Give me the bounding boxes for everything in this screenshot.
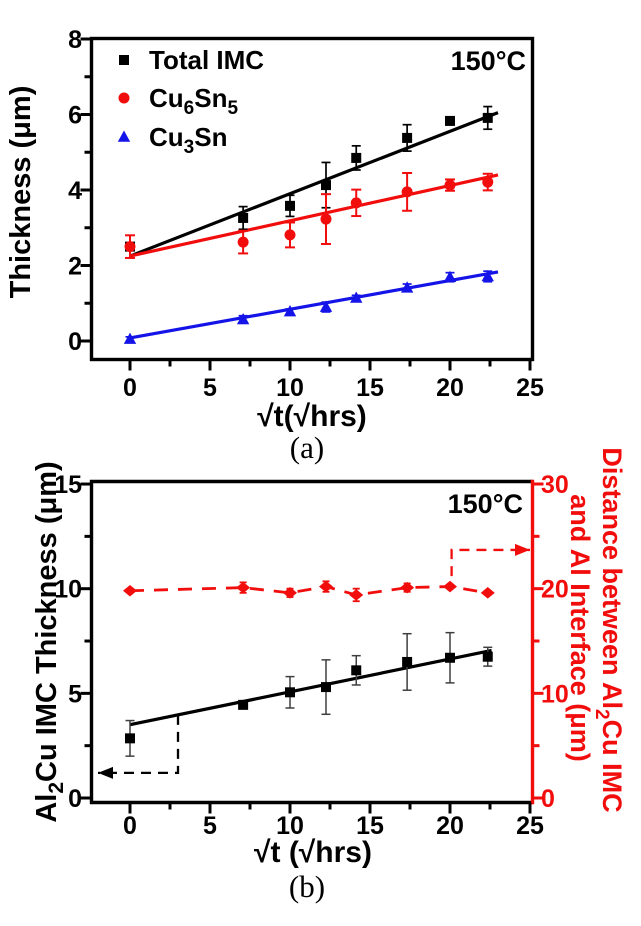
axis-frame-a bbox=[89, 36, 535, 362]
data-point-circle bbox=[320, 213, 332, 225]
y-tick-label: 4 bbox=[68, 177, 82, 205]
data-point-diamond bbox=[349, 589, 364, 601]
x-tick-label: 0 bbox=[123, 812, 137, 840]
data-point-diamond bbox=[236, 581, 251, 594]
y-axis-title-b-right-line1: Distance between Al2Cu IMC bbox=[591, 447, 627, 812]
legend-label: Cu6Sn5 bbox=[149, 83, 238, 119]
data-point-diamond bbox=[480, 587, 495, 599]
temperature-label-a: 150°C bbox=[451, 46, 526, 76]
legend-label: Total IMC bbox=[149, 45, 264, 75]
data-point-triangle bbox=[481, 269, 494, 282]
data-point-square bbox=[482, 112, 493, 123]
data-point-square bbox=[119, 55, 129, 65]
data-point-circle bbox=[444, 179, 456, 191]
annotation-arrow bbox=[450, 548, 530, 577]
data-point-square bbox=[445, 115, 455, 126]
caption-b: (b) bbox=[288, 869, 326, 904]
data-point-diamond bbox=[400, 581, 415, 594]
x-tick-label: 20 bbox=[436, 812, 464, 840]
y-tick-label: 6 bbox=[68, 102, 82, 130]
annotation-arrow bbox=[98, 714, 180, 775]
y-right-tick-label: 10 bbox=[541, 680, 569, 708]
data-point-square bbox=[351, 665, 362, 676]
data-point-triangle bbox=[350, 291, 363, 303]
data-point-square bbox=[445, 652, 455, 663]
data-point-diamond bbox=[123, 584, 137, 597]
x-tick-label: 25 bbox=[516, 374, 544, 402]
x-tick-label: 25 bbox=[516, 812, 544, 840]
arrowhead bbox=[98, 766, 113, 779]
data-point-circle bbox=[482, 176, 494, 188]
data-point-circle bbox=[401, 186, 413, 198]
data-point-triangle bbox=[443, 270, 457, 283]
data-point-triangle bbox=[319, 300, 333, 312]
data-point-square bbox=[402, 656, 413, 667]
fit-line bbox=[129, 270, 499, 340]
data-point-circle bbox=[124, 241, 136, 253]
x-tick-label: 0 bbox=[123, 374, 137, 402]
y-axis-title-a: Thickness (μm) bbox=[5, 86, 37, 299]
y-left-tick-label: 15 bbox=[54, 471, 82, 499]
x-tick-label: 10 bbox=[276, 374, 304, 402]
data-point-triangle bbox=[236, 312, 250, 325]
fit-line bbox=[129, 111, 499, 258]
y-right-tick-label: 0 bbox=[541, 785, 555, 813]
data-point-circle bbox=[284, 229, 296, 241]
data-point-square bbox=[125, 733, 135, 744]
x-tick-label: 15 bbox=[356, 812, 384, 840]
data-point-triangle bbox=[123, 332, 137, 344]
y-left-tick-label: 0 bbox=[68, 785, 82, 813]
temperature-label-b: 150°C bbox=[448, 489, 523, 519]
axis-frame-b bbox=[89, 479, 533, 805]
y-right-tick-label: 20 bbox=[541, 576, 569, 604]
y-left-tick-label: 10 bbox=[54, 576, 82, 604]
data-point-square bbox=[482, 651, 493, 662]
legend-label: Cu3Sn bbox=[149, 122, 227, 158]
data-point-square bbox=[351, 152, 362, 163]
y-tick-label: 8 bbox=[68, 26, 82, 54]
x-tick-label: 10 bbox=[276, 812, 304, 840]
caption-a: (a) bbox=[289, 430, 325, 465]
data-point-square bbox=[285, 687, 295, 698]
x-tick-label: 20 bbox=[436, 374, 464, 402]
data-point-triangle bbox=[400, 281, 414, 293]
data-point-square bbox=[321, 180, 331, 191]
y-axis-title-b-right-line2: and Al Interface (μm) bbox=[565, 494, 595, 762]
data-point-circle bbox=[118, 92, 130, 104]
y-axis-title-b-left: Al2Cu IMC Thickness (μm) bbox=[31, 461, 68, 822]
data-point-triangle bbox=[117, 130, 131, 142]
data-point-square bbox=[238, 699, 249, 710]
data-point-square bbox=[402, 132, 413, 143]
data-point-diamond bbox=[283, 587, 297, 599]
y-tick-label: 2 bbox=[68, 253, 82, 281]
y-tick-label: 0 bbox=[68, 328, 82, 356]
distance-dashed-line bbox=[129, 585, 488, 597]
data-point-square bbox=[238, 212, 249, 223]
data-point-circle bbox=[350, 197, 362, 209]
x-axis-title-b: √t (√hrs) bbox=[254, 836, 372, 869]
x-tick-label: 5 bbox=[203, 374, 217, 402]
data-point-diamond bbox=[443, 580, 457, 593]
x-tick-label: 15 bbox=[356, 374, 384, 402]
arrowhead bbox=[515, 543, 530, 556]
x-axis-title-a: √t(√hrs) bbox=[257, 400, 367, 433]
data-point-square bbox=[285, 200, 295, 211]
y-right-tick-label: 30 bbox=[541, 471, 569, 499]
data-point-triangle bbox=[283, 305, 297, 317]
data-point-circle bbox=[237, 236, 249, 248]
data-point-diamond bbox=[319, 580, 333, 593]
x-tick-label: 5 bbox=[203, 812, 217, 840]
fit-line bbox=[129, 648, 492, 727]
fit-line bbox=[129, 173, 499, 258]
y-left-tick-label: 5 bbox=[68, 680, 82, 708]
data-point-square bbox=[321, 682, 331, 693]
